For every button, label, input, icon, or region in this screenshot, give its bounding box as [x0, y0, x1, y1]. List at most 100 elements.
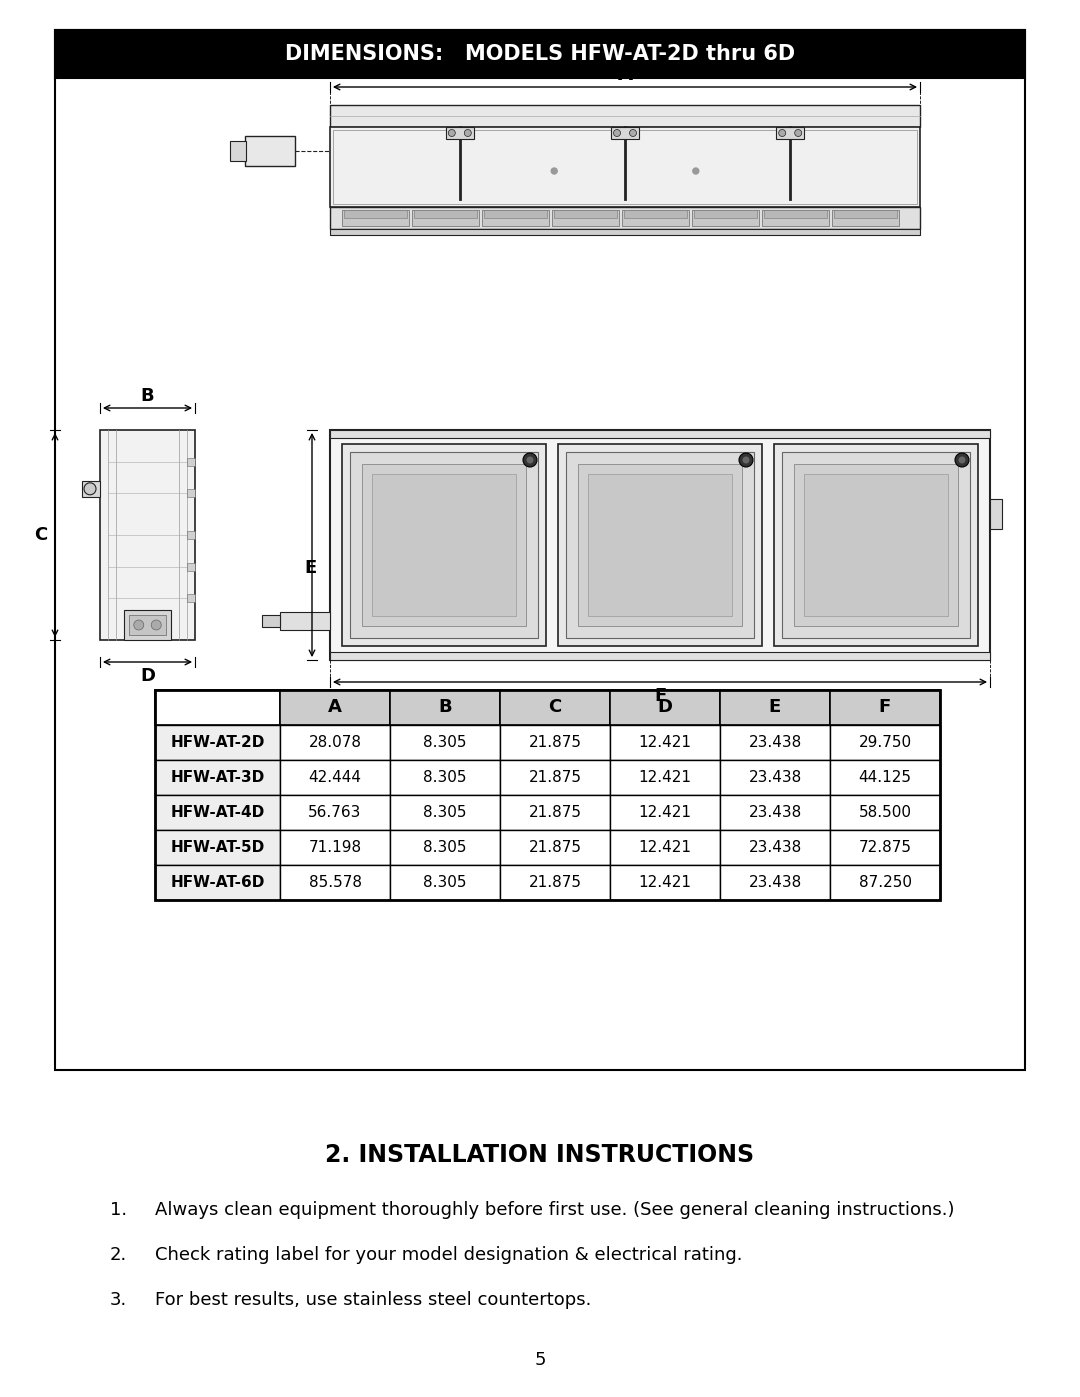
- Text: 42.444: 42.444: [309, 770, 362, 785]
- Bar: [187, 563, 195, 570]
- Bar: [333, 130, 917, 204]
- Bar: [552, 210, 619, 226]
- Bar: [720, 865, 831, 900]
- Bar: [350, 453, 538, 638]
- Text: E: E: [303, 559, 316, 577]
- Text: 12.421: 12.421: [638, 840, 691, 855]
- Bar: [610, 865, 720, 900]
- Text: Check rating label for your model designation & electrical rating.: Check rating label for your model design…: [156, 1246, 743, 1264]
- Bar: [762, 210, 829, 226]
- Circle shape: [779, 130, 786, 137]
- Circle shape: [527, 457, 534, 464]
- Text: 8.305: 8.305: [423, 735, 467, 750]
- Bar: [390, 830, 500, 865]
- Text: E: E: [769, 698, 781, 717]
- Bar: [280, 725, 390, 760]
- Bar: [500, 725, 610, 760]
- Circle shape: [743, 457, 750, 464]
- Bar: [500, 830, 610, 865]
- Circle shape: [464, 130, 471, 137]
- Circle shape: [448, 130, 456, 137]
- Bar: [578, 464, 742, 626]
- Text: 23.438: 23.438: [748, 805, 801, 820]
- Text: B: B: [140, 387, 154, 405]
- Bar: [484, 210, 546, 218]
- Bar: [500, 865, 610, 900]
- Bar: [610, 830, 720, 865]
- Bar: [245, 136, 295, 166]
- Bar: [156, 725, 280, 760]
- Bar: [500, 690, 610, 725]
- Bar: [187, 457, 195, 465]
- Bar: [187, 594, 195, 602]
- Bar: [100, 430, 195, 640]
- Circle shape: [955, 453, 969, 467]
- Circle shape: [795, 130, 801, 137]
- Text: HFW-AT-5D: HFW-AT-5D: [171, 840, 265, 855]
- Bar: [720, 690, 831, 725]
- Text: 21.875: 21.875: [528, 805, 581, 820]
- Bar: [482, 210, 549, 226]
- Text: C: C: [549, 698, 562, 717]
- Bar: [262, 615, 280, 627]
- Bar: [720, 795, 831, 830]
- Text: 5: 5: [535, 1351, 545, 1369]
- Bar: [624, 210, 687, 218]
- Bar: [720, 760, 831, 795]
- Text: 71.198: 71.198: [309, 840, 362, 855]
- Circle shape: [613, 130, 621, 137]
- Text: 12.421: 12.421: [638, 805, 691, 820]
- Text: 23.438: 23.438: [748, 875, 801, 890]
- Text: D: D: [658, 698, 673, 717]
- Bar: [720, 830, 831, 865]
- Bar: [500, 760, 610, 795]
- Text: A: A: [618, 66, 633, 84]
- Circle shape: [151, 620, 161, 630]
- Bar: [804, 474, 948, 616]
- Text: 23.438: 23.438: [748, 840, 801, 855]
- Text: 23.438: 23.438: [748, 735, 801, 750]
- Bar: [129, 615, 166, 636]
- Text: 2.: 2.: [110, 1246, 127, 1264]
- Text: B: B: [438, 698, 451, 717]
- Bar: [280, 690, 390, 725]
- Text: 12.421: 12.421: [638, 770, 691, 785]
- Bar: [720, 725, 831, 760]
- Bar: [774, 444, 978, 645]
- Bar: [764, 210, 827, 218]
- Bar: [831, 830, 940, 865]
- Bar: [330, 430, 990, 439]
- Text: 72.875: 72.875: [859, 840, 912, 855]
- Bar: [55, 29, 1025, 78]
- Bar: [831, 690, 940, 725]
- Bar: [362, 464, 526, 626]
- Text: HFW-AT-2D: HFW-AT-2D: [171, 735, 265, 750]
- Text: 8.305: 8.305: [423, 805, 467, 820]
- Text: DIMENSIONS:   MODELS HFW-AT-2D thru 6D: DIMENSIONS: MODELS HFW-AT-2D thru 6D: [285, 43, 795, 64]
- Bar: [566, 453, 754, 638]
- Circle shape: [134, 620, 144, 630]
- Bar: [156, 760, 280, 795]
- Bar: [280, 760, 390, 795]
- Bar: [694, 210, 757, 218]
- Text: A: A: [328, 698, 342, 717]
- Circle shape: [551, 168, 557, 175]
- Bar: [692, 210, 759, 226]
- Bar: [156, 830, 280, 865]
- Bar: [330, 207, 920, 229]
- Bar: [588, 474, 732, 616]
- Bar: [330, 229, 920, 235]
- Bar: [390, 690, 500, 725]
- Text: 28.078: 28.078: [309, 735, 362, 750]
- Bar: [610, 760, 720, 795]
- Bar: [558, 444, 762, 645]
- Bar: [414, 210, 477, 218]
- Text: 21.875: 21.875: [528, 840, 581, 855]
- Text: F: F: [879, 698, 891, 717]
- Text: 2. INSTALLATION INSTRUCTIONS: 2. INSTALLATION INSTRUCTIONS: [325, 1143, 755, 1166]
- Text: D: D: [140, 666, 156, 685]
- Bar: [610, 795, 720, 830]
- Circle shape: [739, 453, 753, 467]
- Text: 8.305: 8.305: [423, 875, 467, 890]
- Circle shape: [630, 130, 636, 137]
